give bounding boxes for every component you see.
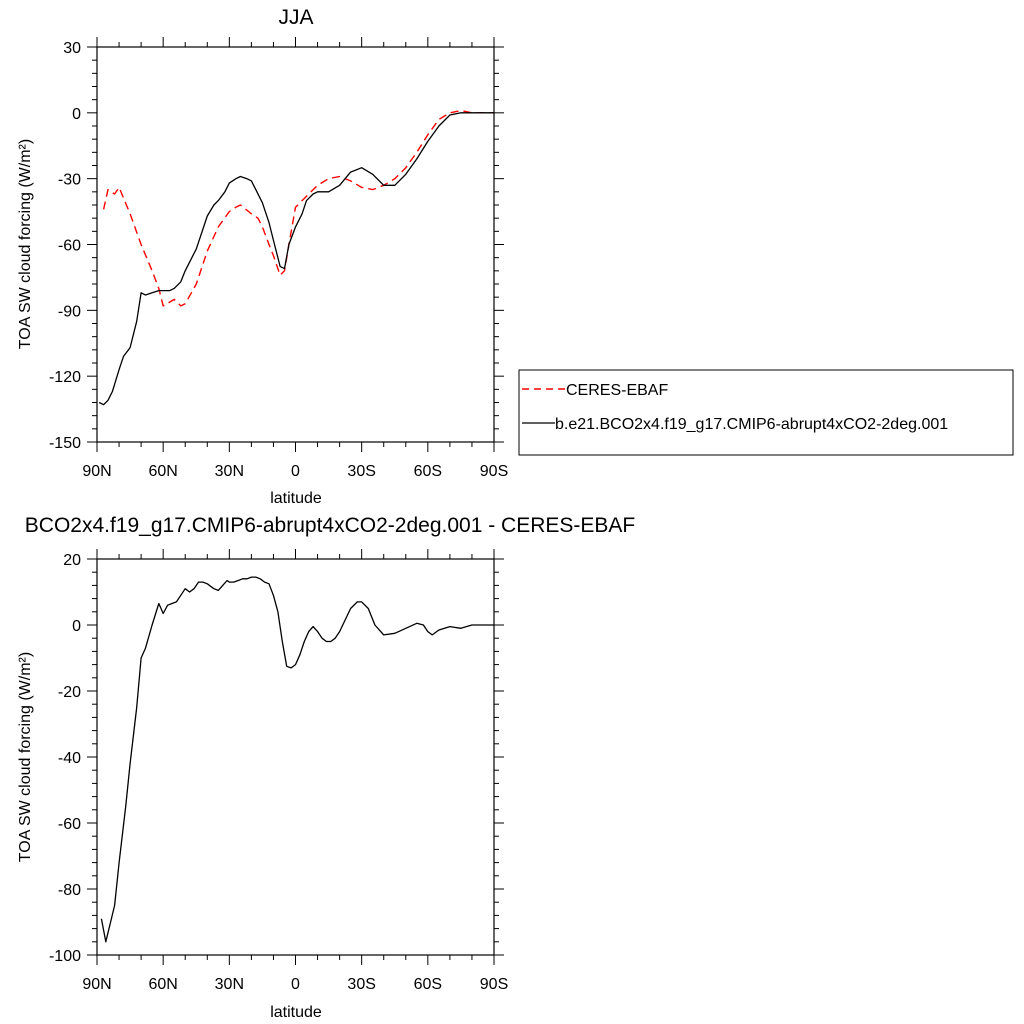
- x-axis-label-bottom: latitude: [270, 1004, 322, 1021]
- chart-panel-bottom: BCO2x4.f19_g17.CMIP6-abrupt4xCO2-2deg.00…: [17, 514, 635, 1021]
- legend-box: [518, 369, 1014, 456]
- series-layer-top: [98, 109, 494, 406]
- x-tick-label: 90S: [480, 463, 508, 480]
- y-tick-label: 20: [63, 552, 81, 569]
- y-axis-label-top: TOA SW cloud forcing (W/m²): [17, 139, 34, 349]
- chart-title-top: JJA: [278, 6, 313, 29]
- chart-panel-top: JJA 30 0 -30 -60 -90 -120 -150 90N 60N 3…: [17, 6, 1014, 507]
- x-axis-label-top: latitude: [270, 490, 322, 507]
- x-tick-label: 60S: [414, 976, 442, 993]
- y-tick-label: 30: [63, 40, 81, 57]
- y-tick-label: -150: [49, 435, 81, 452]
- x-tick-label: 30S: [347, 463, 375, 480]
- plot-frame-bottom: [96, 558, 495, 956]
- x-tick-label: 60N: [148, 463, 177, 480]
- y-tick-label: -80: [58, 882, 81, 899]
- y-tick-label: -100: [49, 948, 81, 965]
- y-tick-label: -40: [58, 750, 81, 767]
- series-layer-bottom: [100, 576, 494, 943]
- series-line-ceres-ebaf: [102, 109, 494, 307]
- axes-ticks-top: [87, 37, 504, 452]
- x-tick-labels-top: 90N 60N 30N 0 30S 60S 90S: [82, 463, 508, 480]
- x-tick-label: 90N: [82, 463, 111, 480]
- x-tick-label: 60S: [414, 463, 442, 480]
- y-tick-label: 0: [72, 106, 81, 123]
- x-tick-label: 60N: [148, 976, 177, 993]
- y-axis-label-bottom: TOA SW cloud forcing (W/m²): [17, 652, 34, 862]
- plot-frame-top: [96, 46, 495, 443]
- y-tick-label: -120: [49, 369, 81, 386]
- y-tick-label: -60: [58, 238, 81, 255]
- y-tick-labels-bottom: 20 0 -20 -40 -60 -80 -100: [49, 552, 81, 965]
- legend-label-model: b.e21.BCO2x4.f19_g17.CMIP6-abrupt4xCO2-2…: [555, 416, 948, 433]
- x-tick-label: 0: [291, 976, 300, 993]
- chart-title-bottom: BCO2x4.f19_g17.CMIP6-abrupt4xCO2-2deg.00…: [25, 514, 635, 537]
- y-tick-label: -30: [58, 172, 81, 189]
- x-tick-label: 90S: [480, 976, 508, 993]
- legend: CERES-EBAF b.e21.BCO2x4.f19_g17.CMIP6-ab…: [518, 369, 1014, 456]
- y-tick-label: -90: [58, 303, 81, 320]
- axes-ticks-bottom: [87, 549, 504, 965]
- x-tick-labels-bottom: 90N 60N 30N 0 30S 60S 90S: [82, 976, 508, 993]
- y-tick-label: -60: [58, 816, 81, 833]
- y-tick-label: -20: [58, 684, 81, 701]
- series-line-difference: [100, 576, 494, 943]
- x-tick-label: 90N: [82, 976, 111, 993]
- x-tick-label: 30S: [347, 976, 375, 993]
- legend-label-ceres: CERES-EBAF: [566, 382, 668, 399]
- x-tick-label: 0: [291, 463, 300, 480]
- series-line-model: [98, 112, 494, 406]
- y-tick-labels-top: 30 0 -30 -60 -90 -120 -150: [49, 40, 81, 452]
- x-tick-label: 30N: [215, 976, 244, 993]
- y-tick-label: 0: [72, 618, 81, 635]
- x-tick-label: 30N: [215, 463, 244, 480]
